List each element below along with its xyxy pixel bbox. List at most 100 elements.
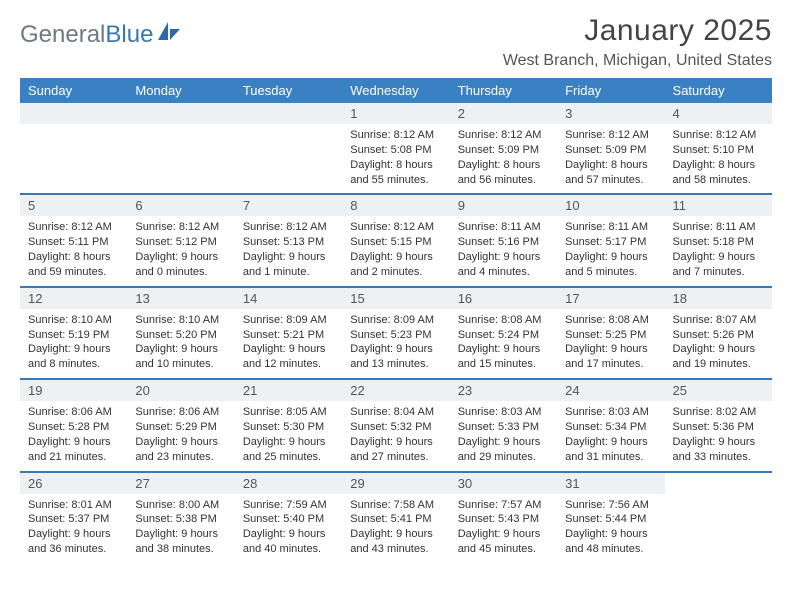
calendar-day-cell: 18Sunrise: 8:07 AMSunset: 5:26 PMDayligh… [665,287,772,379]
sunset-line: Sunset: 5:44 PM [565,512,656,527]
day-info: Sunrise: 8:11 AMSunset: 5:17 PMDaylight:… [557,216,664,285]
sunset-line: Sunset: 5:33 PM [458,420,549,435]
sunrise-line: Sunrise: 7:56 AM [565,498,656,513]
day-info: Sunrise: 8:12 AMSunset: 5:10 PMDaylight:… [665,124,772,193]
calendar-day-cell [235,103,342,194]
daylight-line-2: and 2 minutes. [350,265,441,280]
day-info: Sunrise: 8:02 AMSunset: 5:36 PMDaylight:… [665,401,772,470]
day-number: 27 [127,473,234,494]
sunrise-line: Sunrise: 8:12 AM [135,220,226,235]
day-info: Sunrise: 8:09 AMSunset: 5:21 PMDaylight:… [235,309,342,378]
daylight-line-2: and 12 minutes. [243,357,334,372]
sunset-line: Sunset: 5:11 PM [28,235,119,250]
calendar-body: 1Sunrise: 8:12 AMSunset: 5:08 PMDaylight… [20,103,772,563]
calendar-day-cell: 27Sunrise: 8:00 AMSunset: 5:38 PMDayligh… [127,472,234,563]
sunset-line: Sunset: 5:40 PM [243,512,334,527]
day-info: Sunrise: 7:58 AMSunset: 5:41 PMDaylight:… [342,494,449,563]
day-number: 6 [127,195,234,216]
calendar-day-cell: 4Sunrise: 8:12 AMSunset: 5:10 PMDaylight… [665,103,772,194]
sunset-line: Sunset: 5:36 PM [673,420,764,435]
sunrise-line: Sunrise: 8:12 AM [28,220,119,235]
sunrise-line: Sunrise: 8:02 AM [673,405,764,420]
calendar-week: 5Sunrise: 8:12 AMSunset: 5:11 PMDaylight… [20,194,772,286]
weekday-header: Monday [127,78,234,103]
day-number: 24 [557,380,664,401]
daylight-line-1: Daylight: 9 hours [28,435,119,450]
daylight-line-2: and 31 minutes. [565,450,656,465]
daylight-line-1: Daylight: 8 hours [28,250,119,265]
sunrise-line: Sunrise: 7:57 AM [458,498,549,513]
daylight-line-2: and 17 minutes. [565,357,656,372]
brand-text-1: General [20,21,105,49]
day-info: Sunrise: 8:00 AMSunset: 5:38 PMDaylight:… [127,494,234,563]
daylight-line-2: and 36 minutes. [28,542,119,557]
sunset-line: Sunset: 5:09 PM [458,143,549,158]
sunrise-line: Sunrise: 8:03 AM [565,405,656,420]
day-number: 7 [235,195,342,216]
calendar-day-cell: 3Sunrise: 8:12 AMSunset: 5:09 PMDaylight… [557,103,664,194]
day-info: Sunrise: 8:12 AMSunset: 5:08 PMDaylight:… [342,124,449,193]
day-number: 3 [557,103,664,124]
sunrise-line: Sunrise: 8:01 AM [28,498,119,513]
daylight-line-2: and 13 minutes. [350,357,441,372]
calendar-day-cell: 2Sunrise: 8:12 AMSunset: 5:09 PMDaylight… [450,103,557,194]
calendar-day-cell: 19Sunrise: 8:06 AMSunset: 5:28 PMDayligh… [20,379,127,471]
sunset-line: Sunset: 5:21 PM [243,328,334,343]
daylight-line-2: and 25 minutes. [243,450,334,465]
day-info: Sunrise: 7:56 AMSunset: 5:44 PMDaylight:… [557,494,664,563]
daylight-line-2: and 58 minutes. [673,173,764,188]
day-info: Sunrise: 8:05 AMSunset: 5:30 PMDaylight:… [235,401,342,470]
calendar-week: 19Sunrise: 8:06 AMSunset: 5:28 PMDayligh… [20,379,772,471]
header: GeneralBlue January 2025 West Branch, Mi… [20,14,772,70]
sunset-line: Sunset: 5:26 PM [673,328,764,343]
calendar-day-cell: 28Sunrise: 7:59 AMSunset: 5:40 PMDayligh… [235,472,342,563]
sunrise-line: Sunrise: 8:11 AM [565,220,656,235]
sunset-line: Sunset: 5:18 PM [673,235,764,250]
sunset-line: Sunset: 5:32 PM [350,420,441,435]
sunset-line: Sunset: 5:16 PM [458,235,549,250]
day-number: 28 [235,473,342,494]
daylight-line-1: Daylight: 9 hours [458,250,549,265]
daylight-line-1: Daylight: 9 hours [135,250,226,265]
calendar-day-cell: 16Sunrise: 8:08 AMSunset: 5:24 PMDayligh… [450,287,557,379]
daylight-line-1: Daylight: 9 hours [565,250,656,265]
daylight-line-1: Daylight: 9 hours [565,342,656,357]
day-number: 31 [557,473,664,494]
day-number: 11 [665,195,772,216]
daylight-line-1: Daylight: 9 hours [28,342,119,357]
calendar-day-cell: 14Sunrise: 8:09 AMSunset: 5:21 PMDayligh… [235,287,342,379]
daylight-line-1: Daylight: 9 hours [350,527,441,542]
sunrise-line: Sunrise: 8:03 AM [458,405,549,420]
daylight-line-2: and 57 minutes. [565,173,656,188]
weekday-header: Sunday [20,78,127,103]
calendar-day-cell: 15Sunrise: 8:09 AMSunset: 5:23 PMDayligh… [342,287,449,379]
calendar-day-cell [127,103,234,194]
sunset-line: Sunset: 5:38 PM [135,512,226,527]
calendar-day-cell: 5Sunrise: 8:12 AMSunset: 5:11 PMDaylight… [20,194,127,286]
sunset-line: Sunset: 5:23 PM [350,328,441,343]
day-info: Sunrise: 8:01 AMSunset: 5:37 PMDaylight:… [20,494,127,563]
sunset-line: Sunset: 5:34 PM [565,420,656,435]
daylight-line-1: Daylight: 9 hours [673,342,764,357]
daylight-line-2: and 4 minutes. [458,265,549,280]
daylight-line-2: and 0 minutes. [135,265,226,280]
calendar-page: GeneralBlue January 2025 West Branch, Mi… [0,0,792,612]
sunset-line: Sunset: 5:24 PM [458,328,549,343]
sunset-line: Sunset: 5:13 PM [243,235,334,250]
daylight-line-1: Daylight: 9 hours [350,342,441,357]
day-info: Sunrise: 8:06 AMSunset: 5:29 PMDaylight:… [127,401,234,470]
sunrise-line: Sunrise: 8:00 AM [135,498,226,513]
brand-text-2: Blue [105,21,153,49]
day-info: Sunrise: 8:03 AMSunset: 5:33 PMDaylight:… [450,401,557,470]
sunset-line: Sunset: 5:29 PM [135,420,226,435]
daylight-line-2: and 8 minutes. [28,357,119,372]
calendar-week: 26Sunrise: 8:01 AMSunset: 5:37 PMDayligh… [20,472,772,563]
daylight-line-2: and 19 minutes. [673,357,764,372]
day-info: Sunrise: 8:11 AMSunset: 5:16 PMDaylight:… [450,216,557,285]
day-info: Sunrise: 7:59 AMSunset: 5:40 PMDaylight:… [235,494,342,563]
day-info: Sunrise: 8:12 AMSunset: 5:13 PMDaylight:… [235,216,342,285]
daylight-line-2: and 27 minutes. [350,450,441,465]
daylight-line-2: and 38 minutes. [135,542,226,557]
brand-sail-icon [157,20,181,49]
sunrise-line: Sunrise: 8:08 AM [458,313,549,328]
